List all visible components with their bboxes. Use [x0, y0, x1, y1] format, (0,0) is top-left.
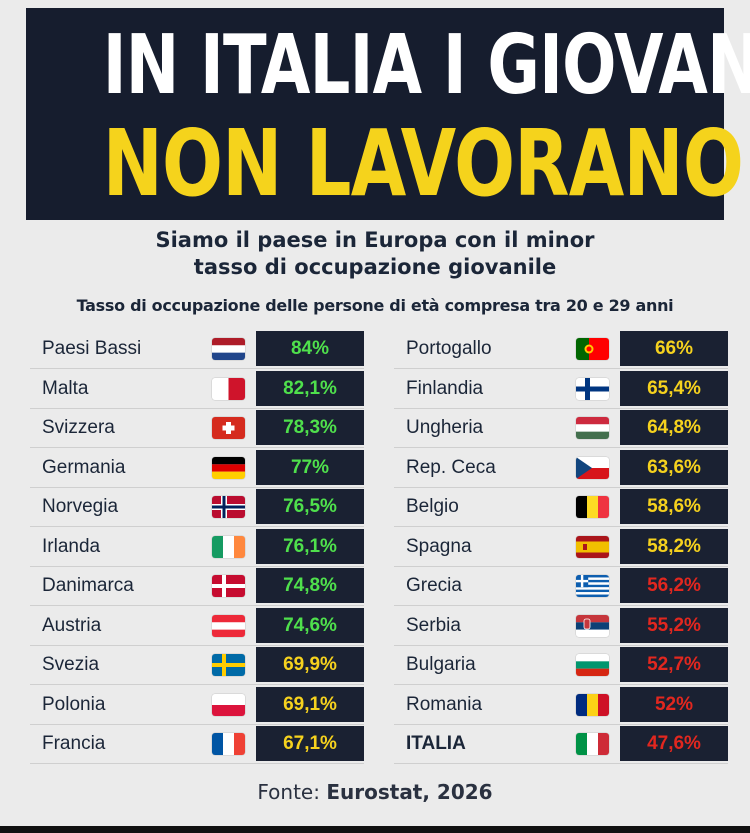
flag-fr-icon — [212, 733, 245, 755]
flag-hu-icon — [576, 417, 609, 439]
flag-mt-icon — [212, 377, 245, 400]
country-name: Malta — [42, 377, 89, 399]
country-name: Danimarca — [42, 575, 134, 596]
table-row: Norvegia 76,5% — [30, 487, 364, 527]
table-row: Svizzera 78,3% — [30, 408, 364, 448]
country-name: Polonia — [42, 693, 106, 715]
flag-at-icon — [212, 614, 245, 637]
country-name: Germania — [42, 456, 126, 478]
country-name: Belgio — [406, 496, 459, 517]
flag-ie-icon — [212, 535, 245, 558]
flag-cz-icon — [576, 456, 609, 479]
country-name: Svezia — [42, 654, 100, 675]
source-label: Fonte: — [257, 780, 320, 804]
flag-pl-icon — [212, 693, 245, 716]
rate-value: 78,3% — [256, 410, 364, 445]
flag-be-icon — [576, 496, 609, 518]
flag-ch-icon — [212, 417, 245, 439]
country-name: ITALIA — [406, 733, 466, 754]
subtitle: Siamo il paese in Europa con il minor ta… — [0, 227, 750, 281]
table-row: Ungheria 64,8% — [394, 408, 728, 448]
rate-value: 52% — [620, 686, 728, 722]
rate-value: 55,2% — [620, 607, 728, 643]
rate-value: 84% — [256, 331, 364, 366]
table-row: Finlandia 65,4% — [394, 369, 728, 409]
flag-pt-icon — [576, 338, 609, 360]
table-row: Bulgaria 52,7% — [394, 645, 728, 685]
flag-es-icon — [576, 535, 609, 558]
table-row: Germania 77% — [30, 448, 364, 488]
rate-value: 47,6% — [620, 726, 728, 761]
table-row: Serbia 55,2% — [394, 606, 728, 646]
flag-it-icon — [576, 733, 609, 755]
table-row: ITALIA 47,6% — [394, 724, 728, 764]
country-name: Serbia — [406, 614, 461, 636]
table-row: Francia 67,1% — [30, 724, 364, 764]
country-name: Portogallo — [406, 338, 492, 359]
flag-de-icon — [212, 456, 245, 479]
bottom-bar — [0, 826, 750, 833]
table-row: Romania 52% — [394, 685, 728, 725]
rate-value: 76,1% — [256, 528, 364, 564]
rate-value: 64,8% — [620, 410, 728, 445]
table-row: Rep. Ceca 63,6% — [394, 448, 728, 488]
country-name: Austria — [42, 614, 102, 636]
table-row: Irlanda 76,1% — [30, 527, 364, 567]
title-banner: IN ITALIA I GIOVANI NON LAVORANO — [26, 8, 750, 220]
rate-value: 69,9% — [256, 647, 364, 682]
flag-dk-icon — [212, 575, 245, 597]
table-row: Grecia 56,2% — [394, 566, 728, 606]
rate-value: 56,2% — [620, 568, 728, 603]
flag-fi-icon — [576, 377, 609, 400]
source-note: Fonte: Eurostat, 2026 — [0, 780, 750, 804]
table-row: Danimarca 74,8% — [30, 566, 364, 606]
flag-se-icon — [212, 654, 245, 676]
rate-value: 67,1% — [256, 726, 364, 761]
table-row: Portogallo 66% — [394, 329, 728, 369]
rate-value: 66% — [620, 331, 728, 366]
country-name: Rep. Ceca — [406, 456, 496, 478]
source-value: Eurostat, 2026 — [326, 780, 493, 804]
table-row: Belgio 58,6% — [394, 487, 728, 527]
table-row: Polonia 69,1% — [30, 685, 364, 725]
subtitle-line-1: Siamo il paese in Europa con il minor — [155, 228, 595, 252]
table-row: Austria 74,6% — [30, 606, 364, 646]
country-name: Paesi Bassi — [42, 338, 142, 359]
country-name: Ungheria — [406, 417, 484, 438]
flag-rs-icon — [576, 614, 609, 637]
country-name: Grecia — [406, 575, 462, 596]
flag-ro-icon — [576, 693, 609, 716]
rate-value: 76,5% — [256, 489, 364, 524]
country-name: Spagna — [406, 535, 472, 557]
table-caption: Tasso di occupazione delle persone di et… — [76, 296, 674, 315]
rate-value: 52,7% — [620, 647, 728, 682]
rate-value: 82,1% — [256, 370, 364, 406]
table-row: Spagna 58,2% — [394, 527, 728, 567]
subtitle-line-2: tasso di occupazione giovanile — [193, 255, 557, 279]
rate-value: 74,8% — [256, 568, 364, 603]
flag-no-icon — [212, 496, 245, 518]
rate-value: 69,1% — [256, 686, 364, 722]
rate-value: 58,2% — [620, 528, 728, 564]
flag-nl-icon — [212, 338, 245, 360]
country-name: Irlanda — [42, 535, 101, 557]
title-line-1: IN ITALIA I GIOVANI — [102, 18, 750, 113]
rate-value: 74,6% — [256, 607, 364, 643]
country-name: Norvegia — [42, 496, 119, 517]
country-name: Francia — [42, 733, 106, 754]
country-name: Finlandia — [406, 377, 484, 399]
table-row: Malta 82,1% — [30, 369, 364, 409]
table-row: Paesi Bassi 84% — [30, 329, 364, 369]
rate-value: 65,4% — [620, 370, 728, 406]
country-name: Bulgaria — [406, 654, 476, 675]
title-line-2: NON LAVORANO — [102, 110, 744, 217]
country-name: Svizzera — [42, 417, 115, 438]
country-name: Romania — [406, 693, 483, 715]
flag-bg-icon — [576, 654, 609, 676]
table-row: Svezia 69,9% — [30, 645, 364, 685]
flag-gr-icon — [576, 575, 609, 597]
rate-value: 63,6% — [620, 449, 728, 485]
rate-value: 58,6% — [620, 489, 728, 524]
rate-value: 77% — [256, 449, 364, 485]
